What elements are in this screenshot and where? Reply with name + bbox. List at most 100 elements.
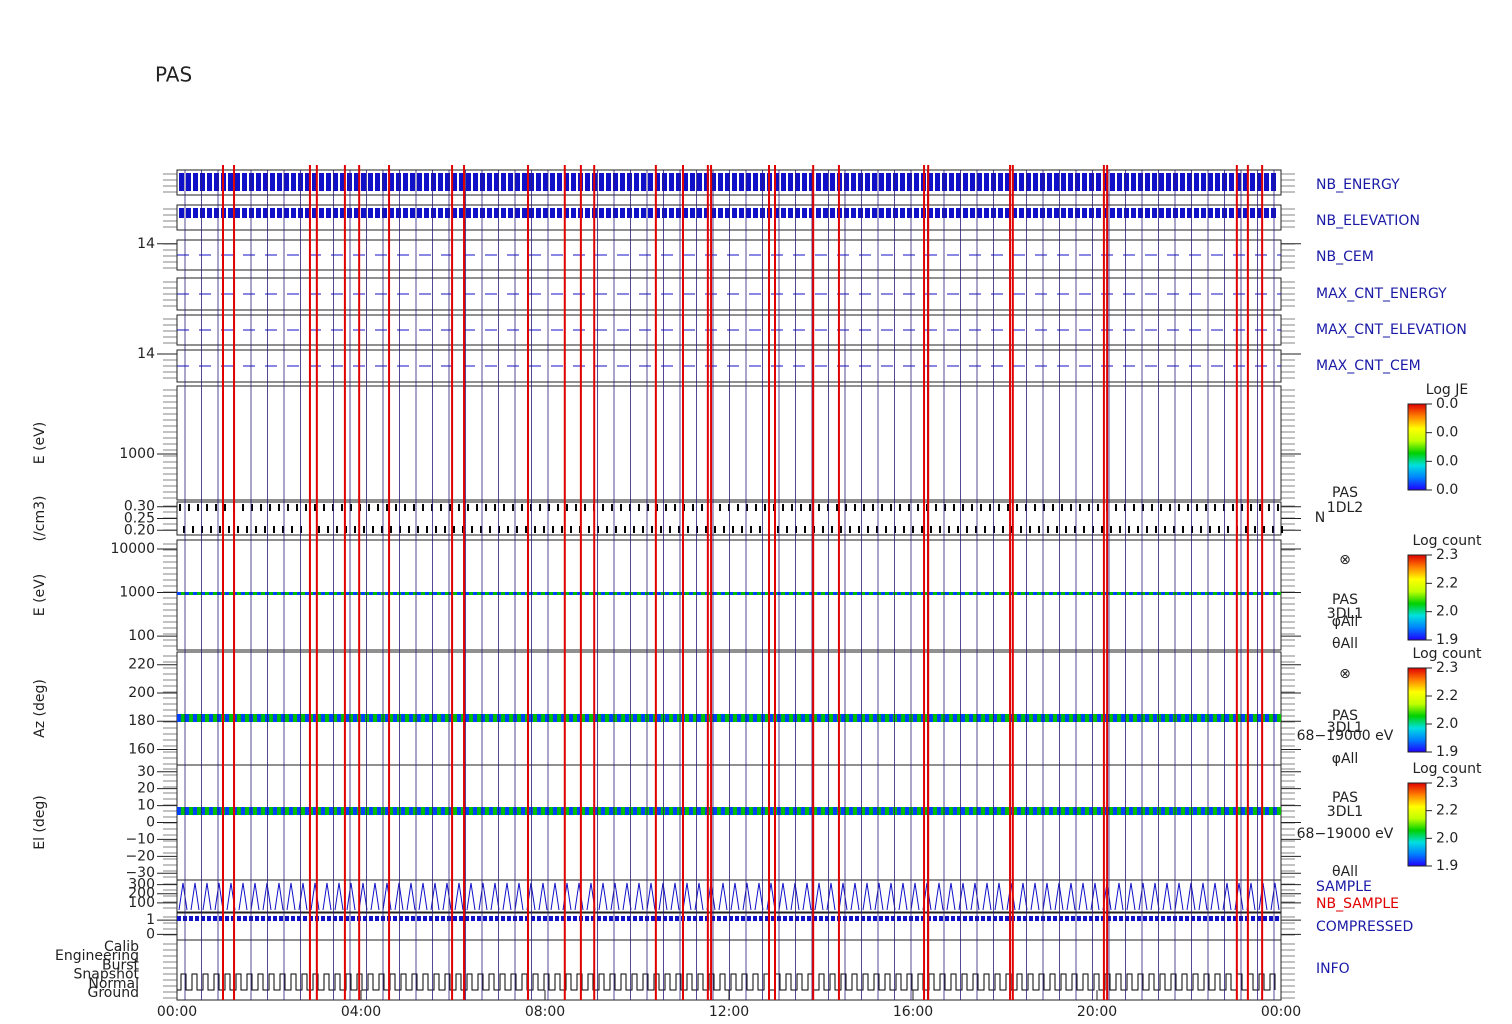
trace-bar [599, 173, 604, 191]
y-axis-label: E (eV) [32, 574, 48, 616]
trace-bar [225, 916, 229, 921]
stripe-cell [569, 714, 573, 722]
panel-note: PAS [1332, 485, 1358, 501]
trace-bar [861, 916, 865, 921]
stripe-cell [801, 714, 805, 722]
stripe-cell [637, 807, 641, 815]
stripe-cell [945, 714, 949, 722]
stripe-cell [189, 714, 193, 722]
stripe-cell [621, 714, 625, 722]
panel-note: 68−19000 eV [1297, 728, 1394, 744]
stripe-cell [345, 807, 349, 815]
stripe-cell [1117, 592, 1121, 595]
stripe-cell [257, 807, 261, 815]
stripe-cell [961, 592, 965, 595]
trace-bar [928, 173, 933, 191]
stripe-cell [925, 807, 929, 815]
stripe-cell [1013, 714, 1017, 722]
panel-note: φAll [1332, 614, 1359, 630]
category-label: Burst [102, 957, 140, 973]
stripe-cell [1217, 592, 1221, 595]
stripe-cell [433, 592, 437, 595]
trace-bar [396, 173, 401, 191]
stripe-cell [521, 714, 525, 722]
stripe-cell [1109, 807, 1113, 815]
stripe-cell [641, 714, 645, 722]
stripe-cell [985, 592, 989, 595]
stripe-cell [1269, 807, 1273, 815]
stripe-cell [725, 592, 729, 595]
trace-bar [844, 173, 849, 191]
stripe-cell [729, 592, 733, 595]
stripe-cell [925, 592, 929, 595]
trace-bar [459, 173, 464, 191]
stripe-cell [501, 592, 505, 595]
stripe-cell [445, 807, 449, 815]
stripe-cell [245, 592, 249, 595]
stripe-cell [1181, 714, 1185, 722]
trace-bar [1061, 173, 1066, 191]
stripe-cell [1229, 807, 1233, 815]
stripe-cell [701, 714, 705, 722]
trace-bar [1263, 916, 1267, 921]
stripe-cell [237, 714, 241, 722]
trace-bar [1068, 208, 1073, 218]
stripe-cell [1185, 714, 1189, 722]
trace-bar [435, 916, 439, 921]
stripe-cell [1225, 807, 1229, 815]
stripe-cell [1133, 714, 1137, 722]
stripe-cell [509, 714, 513, 722]
trace-bar [424, 173, 429, 191]
stripe-cell [933, 592, 937, 595]
stripe-cell [781, 592, 785, 595]
trace-bar [858, 173, 863, 191]
trace-bar [942, 208, 947, 218]
stripe-cell [429, 714, 433, 722]
stripe-cell [213, 592, 217, 595]
trace-bar [676, 173, 681, 191]
trace-bar [441, 916, 445, 921]
trace-bar [823, 173, 828, 191]
stripe-cell [805, 807, 809, 815]
stripe-cell [281, 714, 285, 722]
trace-bar [1119, 916, 1123, 921]
stripe-cell [217, 807, 221, 815]
trace-saw [178, 882, 1280, 911]
stripe-cell [561, 807, 565, 815]
stripe-cell [177, 807, 181, 815]
stripe-cell [1145, 592, 1149, 595]
stripe-cell [565, 807, 569, 815]
x-tick-label: 08:00 [525, 1004, 565, 1020]
stripe-cell [585, 807, 589, 815]
stripe-cell [957, 807, 961, 815]
trace-bar [1145, 208, 1150, 218]
trace-bar [1054, 208, 1059, 218]
stripe-cell [1089, 714, 1093, 722]
trace-bar [831, 916, 835, 921]
trace-bar [735, 916, 739, 921]
stripe-cell [865, 714, 869, 722]
stripe-cell [721, 714, 725, 722]
trace-bar [256, 173, 261, 191]
trace-bar [438, 173, 443, 191]
trace-bar [1145, 173, 1150, 191]
stripe-cell [753, 592, 757, 595]
stripe-cell [321, 592, 325, 595]
stripe-cell [801, 592, 805, 595]
stripe-cell [509, 807, 513, 815]
trace-bar [508, 208, 513, 218]
stripe-cell [397, 714, 401, 722]
stripe-cell [1069, 807, 1073, 815]
trace-bar [411, 916, 415, 921]
stripe-cell [1201, 592, 1205, 595]
stripe-cell [441, 807, 445, 815]
trace-bar [816, 208, 821, 218]
stripe-cell [1237, 714, 1241, 722]
trace-bar [1152, 173, 1157, 191]
stripe-cell [637, 714, 641, 722]
stripe-cell [477, 807, 481, 815]
stripe-cell [761, 714, 765, 722]
stripe-cell [649, 592, 653, 595]
stripe-cell [405, 714, 409, 722]
trace-bar [1026, 173, 1031, 191]
